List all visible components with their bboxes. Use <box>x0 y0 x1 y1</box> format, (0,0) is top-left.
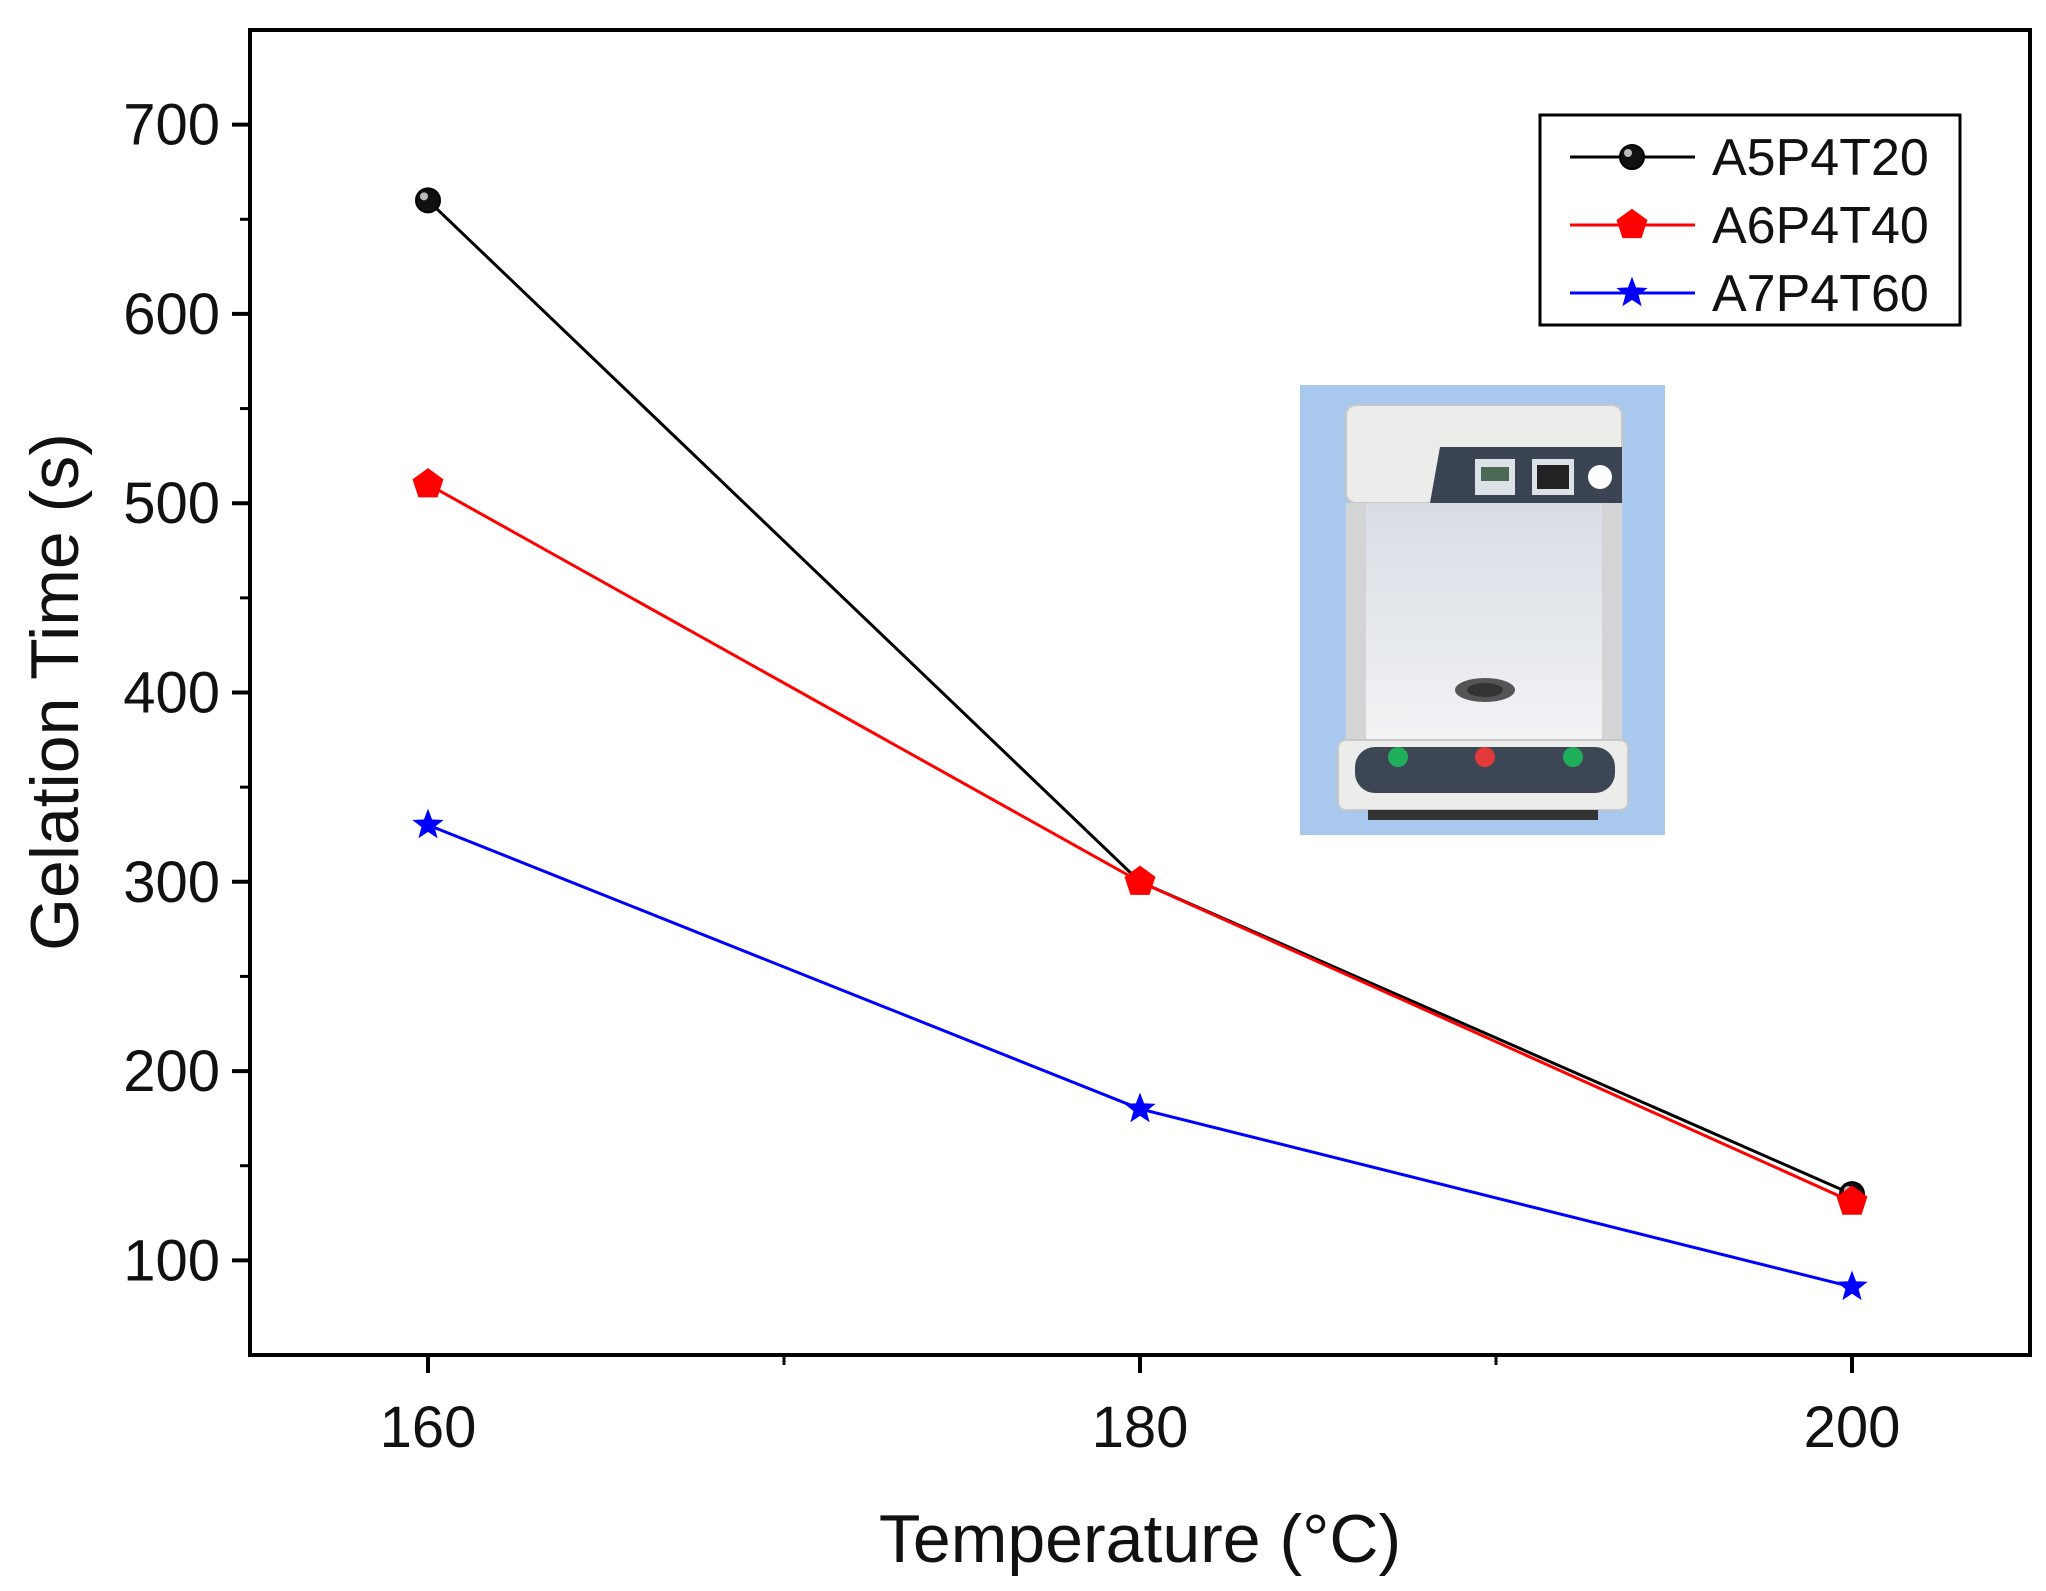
y-tick-label: 700 <box>123 93 220 158</box>
y-tick-label: 300 <box>123 850 220 915</box>
data-point <box>412 468 444 498</box>
series-A7P4T60 <box>412 808 1868 1301</box>
legend-marker <box>1616 208 1648 239</box>
y-axis-title: Gelation Time (s) <box>17 433 93 951</box>
x-tick-label: 200 <box>1804 1395 1901 1460</box>
x-tick-label: 160 <box>380 1395 477 1460</box>
y-tick-label: 600 <box>123 282 220 347</box>
x-tick-label: 180 <box>1092 1395 1189 1460</box>
x-axis-title: Temperature (°C) <box>879 1501 1401 1577</box>
series-A6P4T40 <box>412 468 1868 1215</box>
data-point-highlight <box>420 192 428 201</box>
legend-marker <box>1619 144 1645 170</box>
legend-item: A5P4T20 <box>1570 129 1929 187</box>
y-tick-label: 400 <box>123 661 220 726</box>
legend-label: A6P4T40 <box>1712 197 1929 255</box>
legend-box <box>1538 113 1962 327</box>
data-point <box>1836 1270 1868 1301</box>
legend-item: A6P4T40 <box>1570 197 1929 255</box>
legend-label: A5P4T20 <box>1712 129 1929 187</box>
y-tick-label: 100 <box>123 1228 220 1293</box>
legend-item: A7P4T60 <box>1570 265 1929 323</box>
inset-device-photo <box>1300 385 1665 835</box>
data-point <box>1124 865 1156 895</box>
legend-label: A7P4T60 <box>1712 265 1929 323</box>
x-axis: 160 180 200 <box>380 1355 1901 1460</box>
legend: A5P4T20 A6P4T40 A7P4T60 <box>1538 113 1962 327</box>
series-layer <box>412 187 1868 1301</box>
data-point <box>1124 1092 1156 1123</box>
y-axis: 100 200 300 400 500 600 700 <box>123 93 250 1293</box>
data-point <box>1836 1185 1868 1215</box>
data-point <box>412 808 444 839</box>
data-point <box>415 187 441 214</box>
legend-marker <box>1616 276 1648 307</box>
y-tick-label: 500 <box>123 471 220 536</box>
y-tick-label: 200 <box>123 1039 220 1104</box>
legend-marker-highlight <box>1624 149 1632 157</box>
